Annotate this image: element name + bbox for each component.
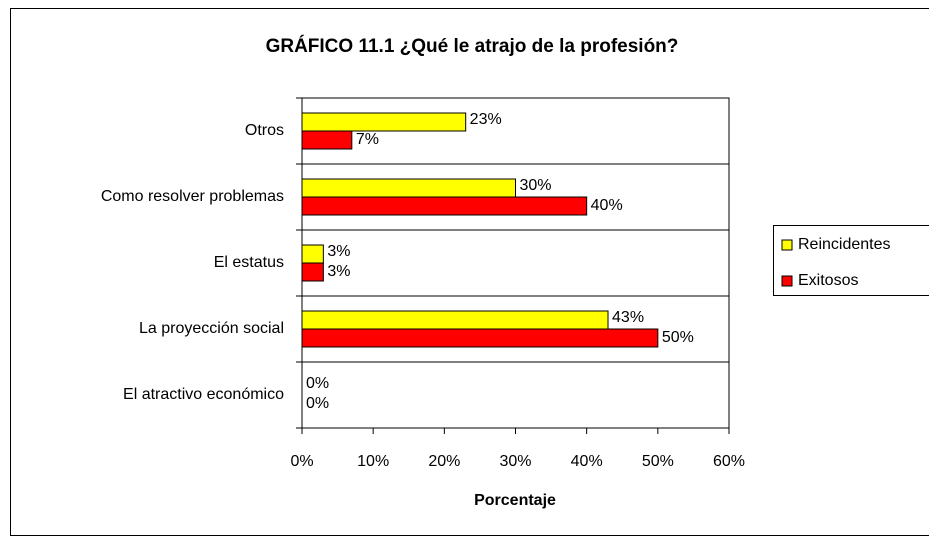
x-tick-label: 10% [357, 453, 389, 470]
x-tick-label: 30% [499, 453, 531, 470]
legend-label: Exitosos [798, 272, 858, 289]
bar [301, 196, 588, 216]
x-tick-label: 0% [290, 453, 313, 470]
value-label: 0% [306, 395, 329, 412]
x-tick-label: 50% [642, 453, 674, 470]
bar [301, 244, 324, 264]
y-tick-label: Otros [245, 122, 284, 139]
y-tick-label: La proyección social [139, 320, 284, 337]
bar [301, 130, 353, 150]
value-label: 30% [520, 177, 552, 194]
y-tick-label: El estatus [214, 254, 284, 271]
value-label: 3% [327, 263, 350, 280]
value-label: 40% [591, 197, 623, 214]
value-label: 0% [306, 375, 329, 392]
chart-title: GRÁFICO 11.1 ¿Qué le atrajo de la profes… [266, 35, 679, 57]
plot-area [301, 97, 730, 429]
legend-swatch [781, 275, 793, 287]
value-label: 43% [612, 309, 644, 326]
x-tick-label: 20% [428, 453, 460, 470]
x-tick-label: 40% [571, 453, 603, 470]
legend-box [773, 225, 929, 296]
bar [301, 178, 516, 198]
bar [301, 262, 324, 282]
value-label: 3% [327, 243, 350, 260]
bar [301, 328, 659, 348]
x-axis-title: Porcentaje [474, 492, 556, 509]
legend-label: Reincidentes [798, 236, 891, 253]
legend-swatch [781, 239, 793, 251]
bar [301, 112, 467, 132]
value-label: 23% [470, 111, 502, 128]
value-label: 7% [356, 131, 379, 148]
bar [301, 310, 609, 330]
value-label: 50% [662, 329, 694, 346]
y-tick-label: Como resolver problemas [101, 188, 284, 205]
x-tick-label: 60% [713, 453, 745, 470]
y-tick-label: El atractivo económico [123, 386, 284, 403]
